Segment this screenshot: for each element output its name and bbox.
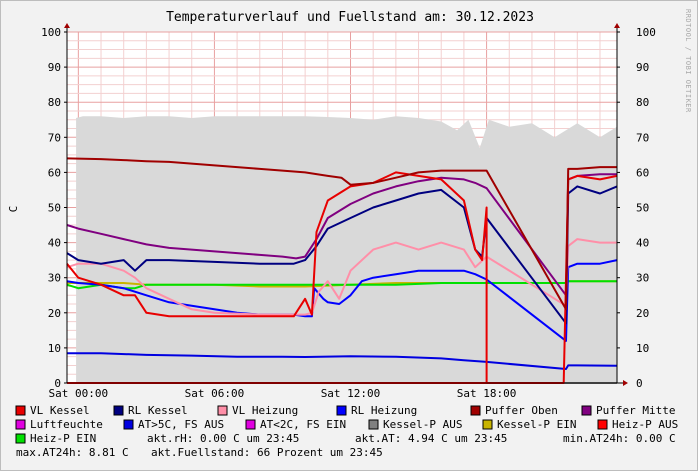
y-tick-label-right: 50 bbox=[636, 202, 649, 215]
y-tick-label-right: 0 bbox=[636, 377, 643, 390]
legend-swatch bbox=[336, 405, 347, 416]
tick-labels: 0 0 10 10 20 20 30 30 40 40 50 50 60 60 70 70 80 80 90 90 10… bbox=[41, 26, 656, 400]
y-tick-label-right: 30 bbox=[636, 272, 649, 285]
legend-item: Kessel-P EIN bbox=[482, 418, 576, 431]
series-line-puffer-oben bbox=[66, 157, 617, 311]
legend-item: VL Kessel bbox=[15, 404, 90, 417]
y-tick-label-right: 100 bbox=[636, 26, 656, 39]
legend-item: Heiz-P AUS bbox=[597, 418, 678, 431]
y-tick-label: 0 bbox=[54, 377, 61, 390]
legend: VL Kessel RL Kessel VL Heizung RL Heizung Pu… bbox=[15, 404, 678, 445]
y-tick-label: 60 bbox=[48, 166, 61, 179]
legend-label: Puffer Mitte bbox=[596, 404, 675, 417]
legend-item: RL Heizung bbox=[336, 404, 417, 417]
x-tick-label: Sat 00:00 bbox=[49, 387, 109, 400]
status-max-at: max.AT24h: 8.81 C bbox=[16, 446, 129, 459]
legend-swatch bbox=[368, 419, 379, 430]
status-min-at: min.AT24h: 0.00 C bbox=[563, 432, 676, 445]
y-axis-arrow bbox=[64, 23, 70, 28]
legend-swatch bbox=[123, 419, 134, 430]
legend-label: AT>5C, FS AUS bbox=[138, 418, 224, 431]
series-line-vl-heizung bbox=[66, 238, 617, 316]
legend-label: Kessel-P AUS bbox=[383, 418, 462, 431]
legend-swatch bbox=[15, 433, 26, 444]
legend-swatch bbox=[482, 419, 493, 430]
rrdtool-watermark: RRDTOOL / TOBI OETIKER bbox=[684, 9, 692, 113]
legend-label: VL Heizung bbox=[232, 404, 298, 417]
y-tick-label: 20 bbox=[48, 307, 61, 320]
status-at: akt.AT: 4.94 C um 23:45 bbox=[355, 432, 507, 445]
y-tick-label-right: 20 bbox=[636, 307, 649, 320]
status-rh: akt.rH: 0.00 C um 23:45 bbox=[147, 432, 299, 445]
y-tick-label-right: 90 bbox=[636, 61, 649, 74]
y-tick-label-right: 80 bbox=[636, 96, 649, 109]
y-tick-label-right: 60 bbox=[636, 166, 649, 179]
y-tick-label-right: 40 bbox=[636, 237, 649, 250]
legend-swatch bbox=[217, 405, 228, 416]
y-tick-label-right: 70 bbox=[636, 131, 649, 144]
legend-item: RL Kessel bbox=[113, 404, 188, 417]
legend-item: VL Heizung bbox=[217, 404, 298, 417]
fuellstand-area bbox=[76, 116, 618, 384]
y-tick-label: 30 bbox=[48, 272, 61, 285]
legend-item: Heiz-P EIN bbox=[15, 432, 96, 445]
legend-swatch bbox=[581, 405, 592, 416]
legend-label: Kessel-P EIN bbox=[497, 418, 576, 431]
y-tick-label: 100 bbox=[41, 26, 61, 39]
x-axis-arrow bbox=[623, 380, 628, 386]
legend-swatch bbox=[15, 405, 26, 416]
y-tick-label: 50 bbox=[48, 202, 61, 215]
legend-item: Luftfeuchte bbox=[15, 418, 103, 431]
axes bbox=[64, 23, 628, 386]
x-tick-label: Sat 18:00 bbox=[457, 387, 517, 400]
legend-item: AT>5C, FS AUS bbox=[123, 418, 224, 431]
legend-label: Heiz-P AUS bbox=[612, 418, 678, 431]
legend-swatch bbox=[245, 419, 256, 430]
legend-swatch bbox=[15, 419, 26, 430]
y-axis-right-arrow bbox=[614, 23, 620, 28]
series-line-at-5c-fs-aus bbox=[67, 352, 618, 370]
legend-label: AT<2C, FS EIN bbox=[260, 418, 346, 431]
series-line-rl-heizung bbox=[66, 259, 618, 342]
legend-label: RL Kessel bbox=[128, 404, 188, 417]
legend-swatch bbox=[470, 405, 481, 416]
y-tick-label: 10 bbox=[48, 342, 61, 355]
legend-label: VL Kessel bbox=[30, 404, 90, 417]
legend-item: Kessel-P AUS bbox=[368, 418, 462, 431]
legend-swatch bbox=[597, 419, 608, 430]
x-tick-label: Sat 12:00 bbox=[321, 387, 381, 400]
legend-item: Puffer Mitte bbox=[581, 404, 675, 417]
fuellstand-fill bbox=[76, 116, 618, 384]
legend-label: Luftfeuchte bbox=[30, 418, 103, 431]
y-tick-label: 90 bbox=[48, 61, 61, 74]
legend-swatch bbox=[113, 405, 124, 416]
legend-item: AT<2C, FS EIN bbox=[245, 418, 346, 431]
chart-title: Temperaturverlauf und Fuellstand am: 30.… bbox=[166, 10, 534, 25]
legend-item: Puffer Oben bbox=[470, 404, 558, 417]
y-tick-label: 70 bbox=[48, 131, 61, 144]
y-axis-label: C bbox=[7, 206, 20, 213]
y-tick-label: 80 bbox=[48, 96, 61, 109]
legend-label: Heiz-P EIN bbox=[30, 432, 96, 445]
status-fuellstand: akt.Fuellstand: 66 Prozent um 23:45 bbox=[151, 446, 383, 459]
legend-label: RL Heizung bbox=[351, 404, 417, 417]
legend-label: Puffer Oben bbox=[485, 404, 558, 417]
status-lines: akt.rH: 0.00 C um 23:45 akt.AT: 4.94 C u… bbox=[16, 432, 676, 459]
x-tick-label: Sat 06:00 bbox=[185, 387, 245, 400]
y-tick-label-right: 10 bbox=[636, 342, 649, 355]
y-tick-label: 40 bbox=[48, 237, 61, 250]
series-line-rl-kessel bbox=[66, 185, 618, 325]
